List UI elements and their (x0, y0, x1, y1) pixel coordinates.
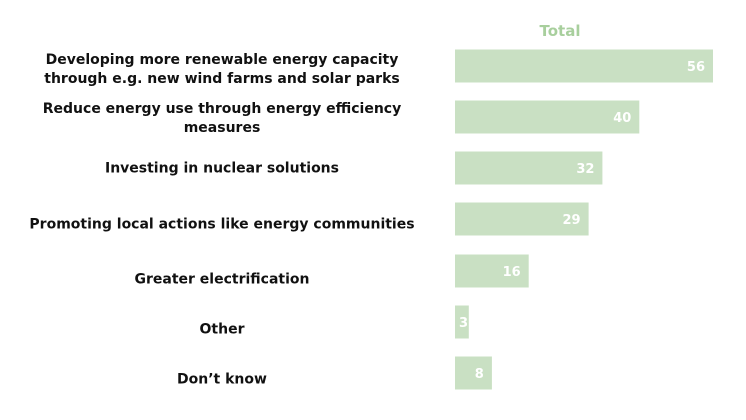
data-label: 16 (503, 265, 521, 280)
bar (455, 356, 492, 390)
series-title: Total (539, 22, 581, 40)
bar (455, 254, 529, 288)
category-label: Greater electrification (134, 271, 310, 288)
bar (455, 49, 713, 83)
category-label: Don’t know (177, 371, 267, 388)
category-label: Reduce energy use through energy efficie… (42, 101, 402, 136)
data-label: 29 (563, 213, 581, 228)
data-label: 8 (475, 367, 484, 382)
bar (455, 100, 640, 134)
category-label: Other (199, 321, 245, 338)
bar (455, 202, 589, 236)
category-label: Investing in nuclear solutions (104, 160, 339, 177)
data-label: 56 (687, 60, 705, 75)
data-label: 3 (459, 316, 468, 331)
category-label: Developing more renewable energy capacit… (44, 52, 400, 87)
data-label: 40 (613, 111, 631, 126)
bar (455, 151, 603, 185)
bar (455, 305, 469, 339)
category-label: Promoting local actions like energy comm… (29, 216, 415, 233)
data-label: 32 (576, 162, 594, 177)
